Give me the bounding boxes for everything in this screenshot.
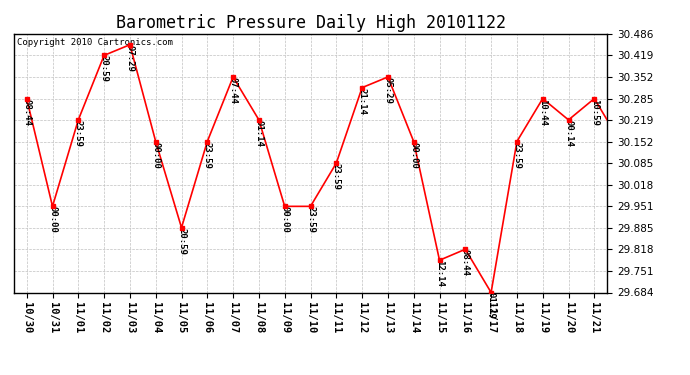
Text: 23:59: 23:59 xyxy=(513,141,522,168)
Text: 01:14: 01:14 xyxy=(255,120,264,147)
Text: 23:59: 23:59 xyxy=(306,206,315,233)
Text: 20:59: 20:59 xyxy=(99,56,108,82)
Title: Barometric Pressure Daily High 20101122: Barometric Pressure Daily High 20101122 xyxy=(115,14,506,32)
Text: 08:44: 08:44 xyxy=(461,249,470,276)
Text: 05:29: 05:29 xyxy=(384,77,393,104)
Text: 23:59: 23:59 xyxy=(74,120,83,147)
Text: 00:00: 00:00 xyxy=(151,141,160,168)
Text: 23:59: 23:59 xyxy=(332,163,341,190)
Text: 12:14: 12:14 xyxy=(435,260,444,287)
Text: 10:59: 10:59 xyxy=(590,99,599,126)
Text: 00:00: 00:00 xyxy=(48,206,57,233)
Text: 20:59: 20:59 xyxy=(177,228,186,255)
Text: 08:44: 08:44 xyxy=(22,99,31,126)
Text: 21:14: 21:14 xyxy=(357,88,366,114)
Text: Copyright 2010 Cartronics.com: Copyright 2010 Cartronics.com xyxy=(17,38,172,46)
Text: 00:00: 00:00 xyxy=(280,206,289,233)
Text: 23:59: 23:59 xyxy=(203,141,212,168)
Text: 00:00: 00:00 xyxy=(409,141,418,168)
Text: 00:14: 00:14 xyxy=(564,120,573,147)
Text: 01:29: 01:29 xyxy=(486,292,495,320)
Text: 00:00: 00:00 xyxy=(0,374,1,375)
Text: 10:44: 10:44 xyxy=(538,99,547,126)
Text: 07:29: 07:29 xyxy=(126,45,135,72)
Text: 07:44: 07:44 xyxy=(228,77,237,104)
